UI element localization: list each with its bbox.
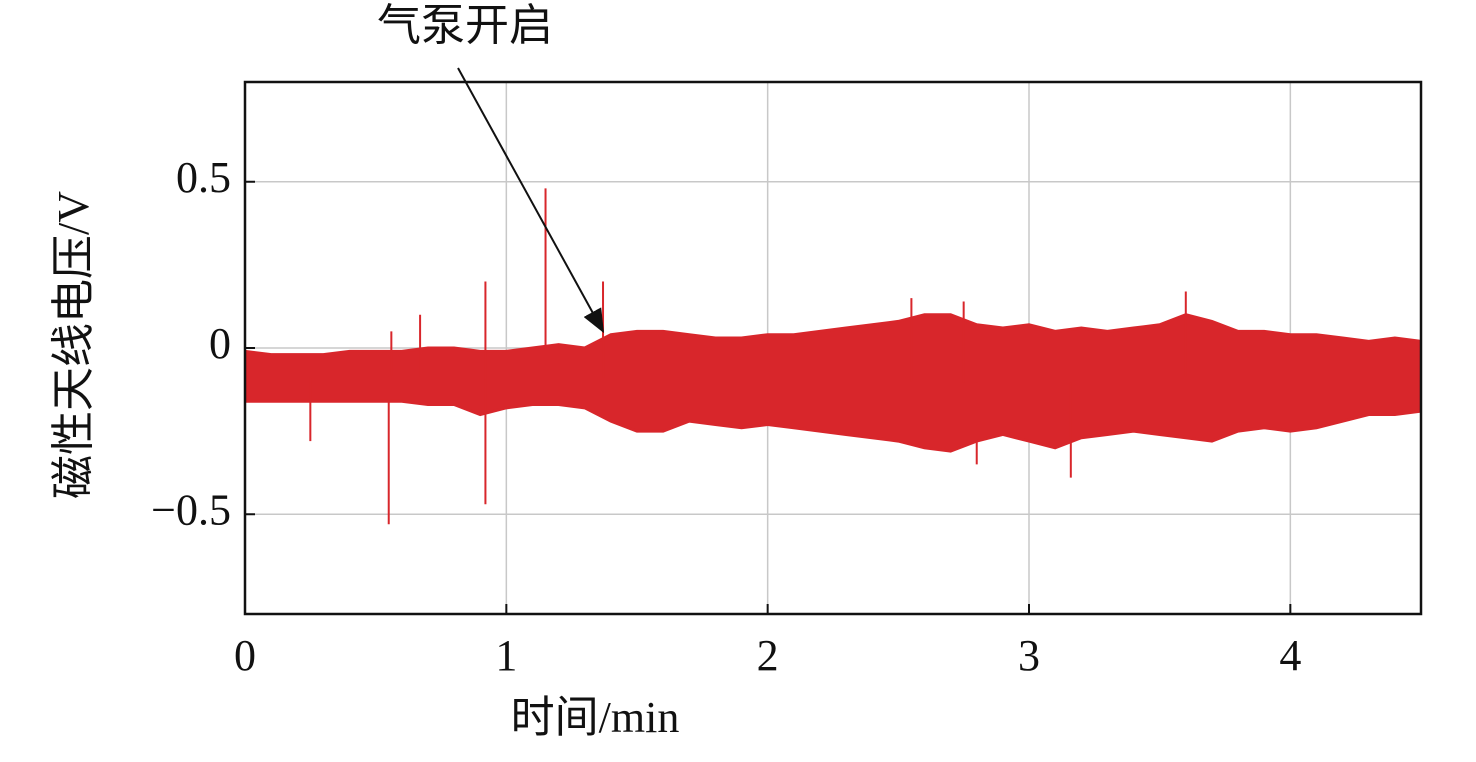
x-tick-label: 1 xyxy=(495,631,517,680)
upper-envelope xyxy=(244,313,1422,357)
x-tick-label: 2 xyxy=(757,631,779,680)
x-tick-label: 4 xyxy=(1279,631,1301,680)
y-tick-label: −0.5 xyxy=(151,485,231,534)
y-tick-label: 0.5 xyxy=(176,153,231,202)
y-tick-label: 0 xyxy=(209,319,231,368)
plot-frame xyxy=(243,80,1423,616)
annotation-arrow xyxy=(457,67,604,334)
x-tick-label: 3 xyxy=(1018,631,1040,680)
annotation-text: 气泵开启 xyxy=(377,1,553,50)
x-axis-label: 时间/min xyxy=(511,693,680,742)
y-axis-label: 磁性天线电压/V xyxy=(49,191,98,499)
x-tick-label: 0 xyxy=(234,631,256,680)
lower-envelope xyxy=(245,399,1422,453)
